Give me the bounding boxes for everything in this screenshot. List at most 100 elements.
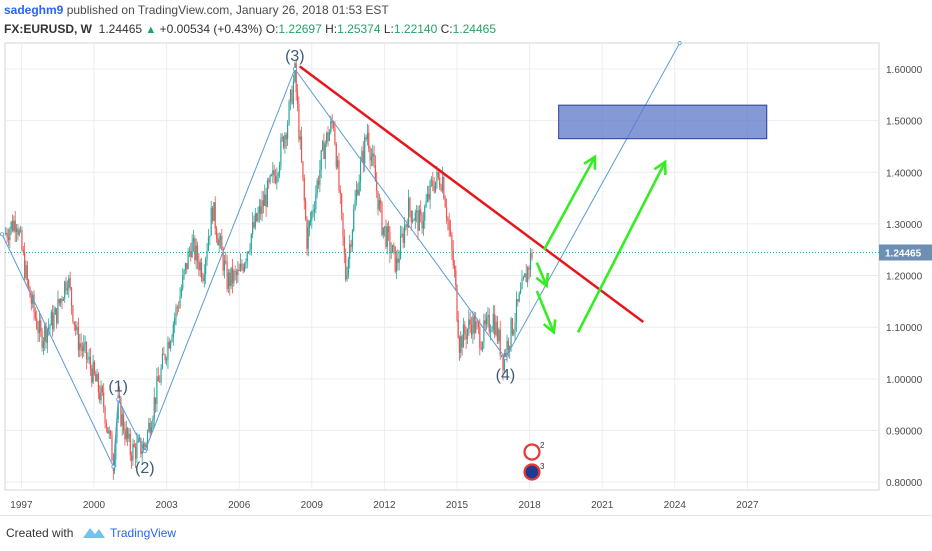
- candle-body: [417, 210, 419, 231]
- candle-body: [168, 341, 170, 349]
- candle-body: [198, 261, 200, 271]
- wave-vertex[interactable]: [116, 397, 121, 402]
- candle-body: [107, 427, 109, 434]
- candle-body: [170, 341, 172, 349]
- candle-body: [262, 200, 264, 206]
- candle-body: [54, 308, 56, 315]
- candle-body: [510, 318, 512, 346]
- candle-body: [465, 334, 467, 340]
- candle-body: [50, 312, 52, 326]
- wave-vertex[interactable]: [503, 356, 508, 361]
- wave-label[interactable]: (3): [285, 48, 305, 65]
- candle-body: [103, 392, 105, 407]
- candle-body: [145, 444, 147, 447]
- tradingview-logo-icon: [83, 528, 105, 538]
- candle-body: [502, 355, 504, 371]
- projection-arrow[interactable]: [535, 290, 556, 333]
- arrow-head: [583, 154, 597, 170]
- candle-body: [464, 324, 466, 335]
- wave-vertex[interactable]: [677, 41, 682, 46]
- candle-body: [273, 170, 275, 177]
- candle-body: [291, 89, 293, 104]
- candle-body: [511, 318, 513, 335]
- us-flag-event-icon[interactable]: [523, 443, 541, 461]
- wave-label[interactable]: (4): [496, 367, 516, 384]
- y-tick-label: 1.10000: [886, 323, 923, 334]
- candle-body: [10, 221, 12, 230]
- candle-body: [395, 258, 398, 272]
- candle-body: [166, 359, 168, 361]
- target-zone[interactable]: [558, 104, 768, 140]
- candle-body: [339, 190, 341, 195]
- candle-body: [514, 322, 516, 331]
- wave-vertex[interactable]: [0, 232, 5, 237]
- candle-body: [121, 414, 123, 426]
- tradingview-brand-link[interactable]: TradingView: [110, 526, 177, 540]
- price-chart[interactable]: (1) (2) (3) (4) 1.60000 1.50000 1.40000 1.3000…: [0, 0, 932, 515]
- x-tick-label: 2006: [228, 500, 251, 511]
- candle-body: [138, 437, 141, 439]
- candle-body: [81, 347, 84, 352]
- projection-arrow[interactable]: [576, 161, 667, 333]
- candle-body: [452, 249, 454, 266]
- wave-vertex[interactable]: [292, 67, 297, 72]
- candle-body: [412, 220, 414, 223]
- candle-body: [153, 397, 155, 419]
- candle-body: [403, 226, 406, 243]
- projection-arrow[interactable]: [535, 262, 548, 287]
- events[interactable]: 2 3: [523, 441, 546, 481]
- candle-body: [520, 289, 522, 294]
- wave-label[interactable]: (2): [135, 460, 155, 477]
- candle-body: [116, 419, 118, 438]
- candle-body: [141, 450, 143, 454]
- candle-body: [176, 307, 178, 309]
- candle-body: [15, 228, 18, 233]
- candle-body: [235, 272, 238, 276]
- candle-body: [528, 267, 530, 270]
- wave-label[interactable]: (1): [108, 378, 128, 395]
- candle-body: [95, 373, 97, 382]
- candle-body: [317, 180, 320, 185]
- candle-body: [332, 123, 335, 128]
- candle-body: [73, 321, 75, 325]
- candle-body: [156, 376, 158, 405]
- wave-vertex[interactable]: [111, 464, 116, 469]
- candle-body: [484, 320, 486, 325]
- projection-arrow[interactable]: [542, 156, 597, 251]
- candle-body: [194, 238, 196, 261]
- candle-body: [429, 181, 431, 200]
- candle-body: [209, 235, 211, 238]
- wave-vertex[interactable]: [142, 449, 147, 454]
- resistance-trendline[interactable]: [298, 65, 645, 324]
- candle-body: [150, 427, 153, 434]
- candle-body: [214, 202, 216, 229]
- candle-body: [122, 414, 125, 432]
- candle-body: [163, 353, 165, 355]
- candle-body: [36, 318, 38, 329]
- candle-body: [366, 132, 369, 140]
- candle-body: [277, 173, 279, 177]
- candle-body: [252, 222, 254, 234]
- candle-body: [28, 280, 30, 288]
- candle-body: [174, 317, 176, 325]
- candle-body: [441, 176, 444, 191]
- candle-body: [399, 235, 402, 259]
- candle-body: [87, 359, 89, 360]
- candle-body: [111, 434, 113, 461]
- candle-body: [49, 325, 51, 328]
- candle-body: [14, 220, 16, 233]
- candle-body: [229, 272, 231, 287]
- drawings[interactable]: (1) (2) (3) (4): [0, 41, 879, 478]
- candle-body: [456, 285, 458, 321]
- candle-body: [364, 137, 366, 164]
- candle-body: [313, 209, 316, 212]
- candle-body: [426, 193, 429, 202]
- y-tick-label: 1.60000: [886, 65, 923, 76]
- author-link[interactable]: sadeghm9: [4, 3, 64, 17]
- candle-body: [88, 356, 90, 360]
- candle-body: [53, 314, 55, 330]
- eu-flag-event-icon[interactable]: [523, 463, 541, 481]
- candle-body: [328, 132, 331, 141]
- candle-body: [237, 269, 239, 276]
- candle-body: [296, 92, 299, 105]
